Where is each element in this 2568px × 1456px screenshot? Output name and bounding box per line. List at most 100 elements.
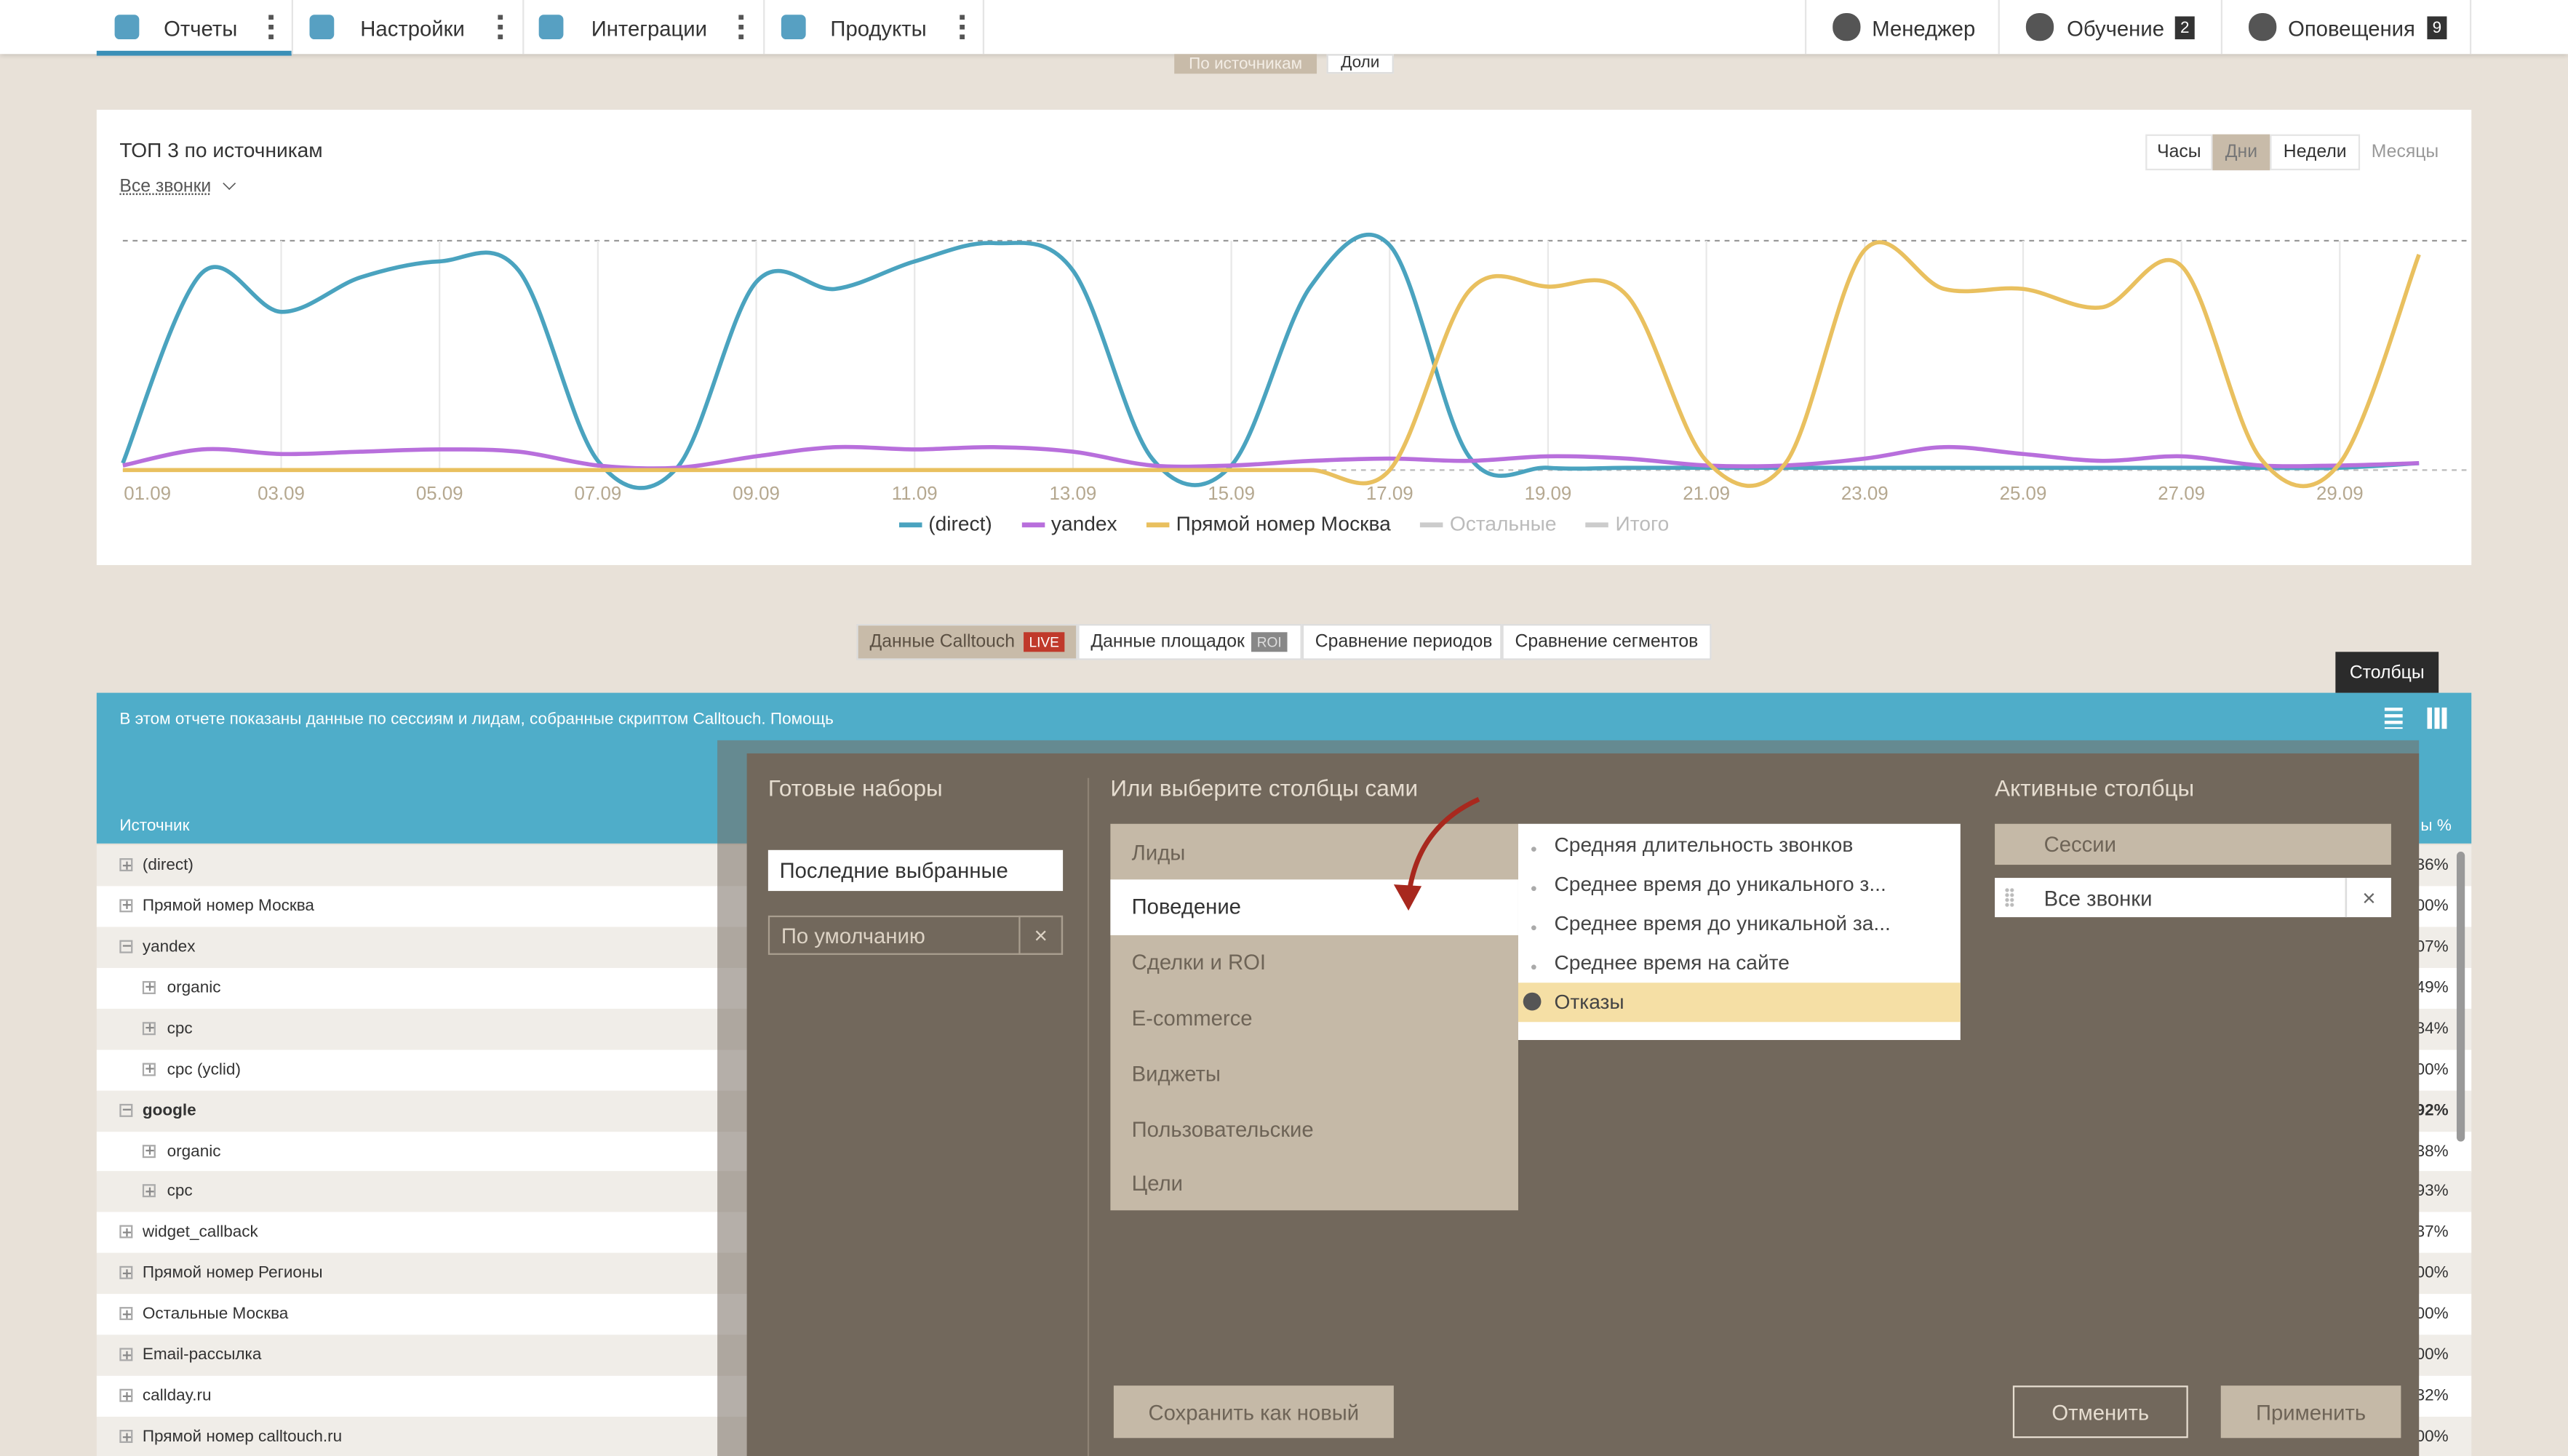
section-title: Активные столбцы — [1995, 775, 2195, 801]
expander[interactable] — [142, 1185, 156, 1199]
icon-button[interactable] — [2384, 707, 2403, 729]
legend-label: (direct) — [928, 512, 992, 536]
nav-item[interactable]: Отчеты — [164, 15, 238, 41]
expander[interactable] — [119, 940, 133, 953]
expander[interactable] — [119, 1348, 133, 1361]
row-label[interactable]: cpc (yclid) — [167, 1060, 241, 1079]
legend-item[interactable]: (direct) — [898, 512, 992, 536]
row-label[interactable]: (direct) — [142, 856, 194, 875]
expander[interactable] — [119, 1225, 133, 1239]
expander[interactable] — [119, 858, 133, 872]
row-label[interactable]: Прямой номер Москва — [142, 897, 314, 916]
group-item[interactable]: E-commerce — [1131, 1005, 1253, 1031]
row-label[interactable]: Прямой номер calltouch.ru — [142, 1428, 343, 1447]
legend-swatch — [1420, 521, 1443, 527]
toggle-button[interactable]: По источникам — [1174, 54, 1317, 74]
section-title: Или выберите столбцы сами — [1110, 775, 1419, 801]
chart-panel — [96, 109, 2472, 565]
row-value: 32% — [2415, 1387, 2449, 1406]
preset[interactable]: По умолчанию — [767, 915, 1064, 955]
row-value: 00% — [2415, 1060, 2449, 1079]
row-label[interactable]: organic — [167, 1142, 221, 1161]
field-item[interactable]: Отказы — [1554, 991, 1624, 1014]
modal-button[interactable]: Отменить — [2012, 1385, 2188, 1439]
period-button[interactable]: Недели — [2270, 134, 2361, 171]
legend-item[interactable]: Остальные — [1420, 513, 1557, 535]
nav-separator — [763, 0, 765, 55]
report-tab[interactable]: Данные площадок — [1077, 624, 1302, 660]
nav-item[interactable]: Обучение — [2067, 15, 2164, 41]
nav-item[interactable]: Настройки — [360, 15, 465, 41]
legend-item[interactable]: Прямой номер Москва — [1147, 513, 1391, 535]
row-label[interactable]: cpc — [167, 1183, 193, 1201]
expander[interactable] — [119, 899, 133, 913]
field-item[interactable]: Средняя длительность звонков — [1554, 833, 1854, 857]
tab-badge: ROI — [1251, 632, 1288, 652]
expander[interactable] — [142, 980, 156, 994]
report-tab[interactable]: Сравнение сегментов — [1502, 624, 1712, 660]
row-value: 38% — [2415, 1142, 2449, 1161]
legend-item[interactable]: yandex — [1021, 512, 1117, 536]
group-item[interactable]: Лиды — [1131, 839, 1186, 864]
remove-button[interactable]: × — [1018, 915, 1064, 955]
group-item[interactable]: Поведение — [1110, 879, 1518, 935]
row-label[interactable]: cpc — [167, 1020, 193, 1039]
preset[interactable]: Последние выбранные — [767, 849, 1064, 892]
legend-label: yandex — [1050, 512, 1117, 536]
nav-item[interactable]: Продукты — [830, 15, 927, 41]
nav-bar — [0, 0, 2568, 55]
period-button[interactable]: Месяцы — [2371, 142, 2439, 162]
nav-separator — [522, 0, 525, 55]
expander[interactable] — [119, 1103, 133, 1116]
legend-swatch — [1147, 521, 1170, 527]
row-label[interactable]: google — [142, 1101, 196, 1120]
nav-icon — [2025, 13, 2054, 41]
chart-filter[interactable]: Все звонки — [119, 177, 212, 197]
nav-item[interactable]: Менеджер — [1872, 15, 1976, 41]
expander[interactable] — [142, 1062, 156, 1076]
report-tab[interactable]: Сравнение периодов — [1301, 624, 1502, 660]
nav-separator — [982, 0, 985, 55]
group-item[interactable]: Цели — [1131, 1171, 1184, 1196]
row-label[interactable]: organic — [167, 979, 221, 997]
modal-button[interactable]: Применить — [2220, 1385, 2401, 1439]
field-item[interactable]: Среднее время до уникального з... — [1554, 873, 1886, 896]
field-item[interactable]: Среднее время на сайте — [1554, 951, 1790, 975]
expander[interactable] — [119, 1307, 133, 1321]
nav-item[interactable]: Оповещения — [2288, 15, 2415, 41]
row-label[interactable]: callday.ru — [142, 1387, 212, 1406]
nav-menu-dots — [960, 15, 965, 40]
row-value: 00% — [2415, 897, 2449, 916]
chart-title: ТОП 3 по источникам — [119, 139, 323, 162]
group-item[interactable]: Пользовательские — [1131, 1116, 1314, 1141]
icon-button[interactable] — [2427, 707, 2447, 729]
period-button[interactable]: Дни — [2212, 134, 2270, 171]
nav-icon — [781, 15, 806, 40]
row-label[interactable]: Email-рассылка — [142, 1346, 262, 1365]
column-header: Источник — [119, 816, 190, 835]
expander[interactable] — [119, 1388, 133, 1402]
nav-icon — [114, 15, 140, 40]
expander[interactable] — [119, 1430, 133, 1444]
nav-item[interactable]: Интеграции — [591, 15, 706, 41]
expander[interactable] — [119, 1266, 133, 1280]
period-button[interactable]: Часы — [2145, 134, 2213, 171]
modal-button[interactable]: Сохранить как новый — [1113, 1385, 1394, 1439]
nav-menu-dots — [268, 15, 274, 40]
nav-separator — [1804, 0, 1807, 55]
remove-button[interactable]: × — [2345, 878, 2391, 918]
expander[interactable] — [142, 1021, 156, 1035]
legend-item[interactable]: Итого — [1586, 513, 1669, 535]
expander[interactable] — [142, 1144, 156, 1158]
active-item[interactable]: Все звонки — [1995, 878, 2345, 918]
row-label[interactable]: widget_callback — [142, 1224, 258, 1242]
nav-icon — [538, 15, 564, 40]
group-item[interactable]: Виджеты — [1131, 1060, 1221, 1086]
row-label[interactable]: Остальные Москва — [142, 1305, 289, 1324]
row-label[interactable]: Прямой номер Регионы — [142, 1265, 323, 1283]
field-item[interactable]: Среднее время до уникальной за... — [1554, 912, 1891, 935]
nav-badge: 9 — [2427, 16, 2447, 40]
toggle-button[interactable]: Доли — [1326, 54, 1394, 74]
row-label[interactable]: yandex — [142, 938, 196, 956]
group-item[interactable]: Сделки и ROI — [1131, 950, 1267, 975]
